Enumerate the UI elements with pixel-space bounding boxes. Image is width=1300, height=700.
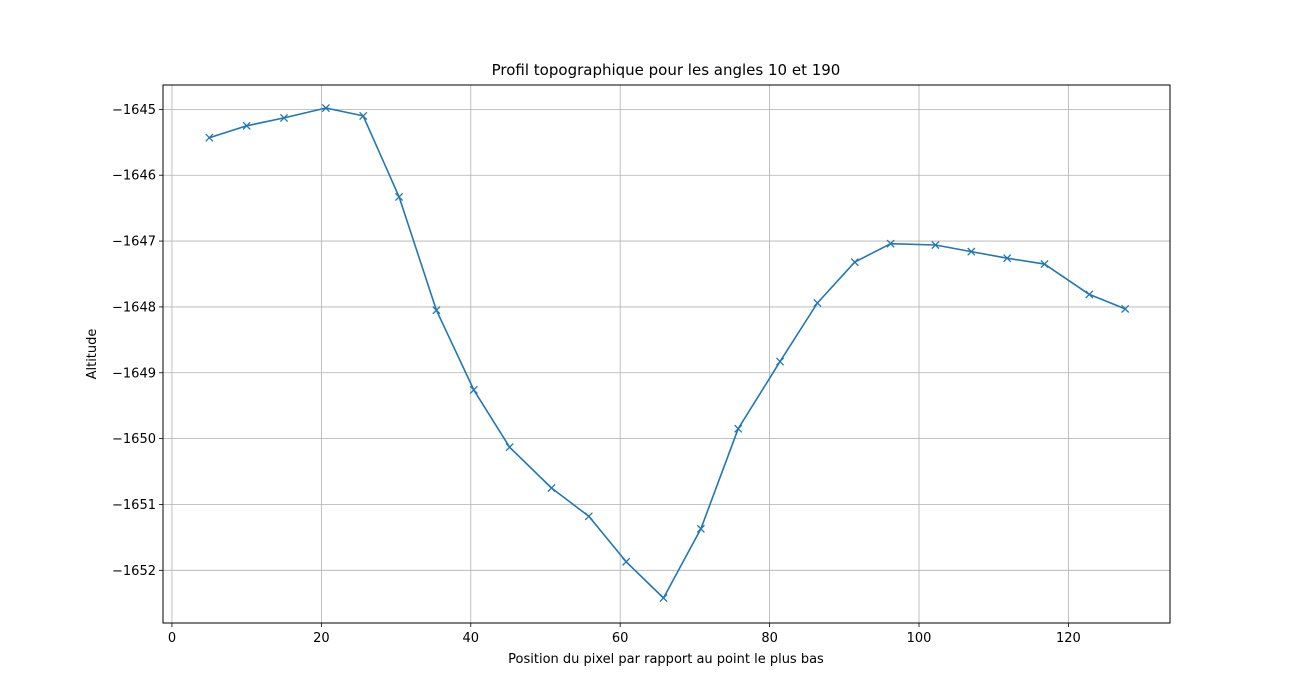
y-tick-label: −1649	[112, 366, 156, 381]
x-axis-title: Position du pixel par rapport au point l…	[508, 652, 824, 667]
data-series	[205, 103, 1130, 603]
data-point-marker	[242, 121, 251, 130]
y-tick-label: −1647	[112, 235, 156, 250]
data-point-marker	[469, 385, 478, 394]
y-axis-title: Altitude	[85, 329, 100, 380]
chart-title: Profil topographique pour les angles 10 …	[492, 61, 841, 79]
y-tick-label: −1645	[112, 103, 156, 118]
y-tick-label: −1648	[112, 300, 156, 315]
x-tick-label: 100	[907, 631, 932, 646]
data-point-marker	[359, 111, 368, 121]
data-point-marker	[1003, 254, 1012, 263]
axis-ticks: 0 20 40 60 80 100 120 −1645 −1646 −1647 −1648 −1649…	[112, 103, 1081, 646]
data-point-marker	[279, 113, 289, 122]
x-tick-label: 120	[1056, 631, 1081, 646]
data-point-marker	[659, 593, 668, 603]
y-tick-label: −1646	[112, 169, 156, 184]
data-point-marker	[967, 247, 976, 256]
x-tick-label: 60	[612, 631, 629, 646]
x-tick-label: 20	[313, 631, 330, 646]
data-point-marker	[775, 357, 785, 366]
data-point-marker	[813, 298, 822, 308]
x-tick-label: 0	[168, 631, 176, 646]
data-point-marker	[734, 424, 743, 433]
data-point-marker	[432, 306, 441, 315]
data-point-marker	[1121, 304, 1130, 313]
data-point-marker	[1085, 290, 1094, 299]
grid	[163, 85, 1170, 623]
data-point-marker	[505, 443, 514, 452]
data-point-marker	[395, 192, 404, 202]
data-point-marker	[696, 524, 705, 533]
data-point-marker	[622, 557, 631, 566]
data-point-marker	[1040, 260, 1049, 269]
data-point-marker	[205, 133, 214, 142]
data-point-marker	[931, 240, 940, 250]
x-tick-label: 80	[761, 631, 778, 646]
x-tick-label: 40	[463, 631, 480, 646]
data-point-marker	[850, 258, 859, 267]
y-tick-label: −1652	[112, 564, 156, 579]
plot-frame	[162, 84, 1171, 624]
data-point-marker	[321, 103, 330, 113]
data-point-marker	[547, 483, 556, 493]
data-point-marker	[584, 512, 593, 521]
data-point-marker	[886, 239, 895, 248]
y-tick-label: −1651	[112, 498, 156, 513]
y-tick-label: −1650	[112, 432, 156, 447]
